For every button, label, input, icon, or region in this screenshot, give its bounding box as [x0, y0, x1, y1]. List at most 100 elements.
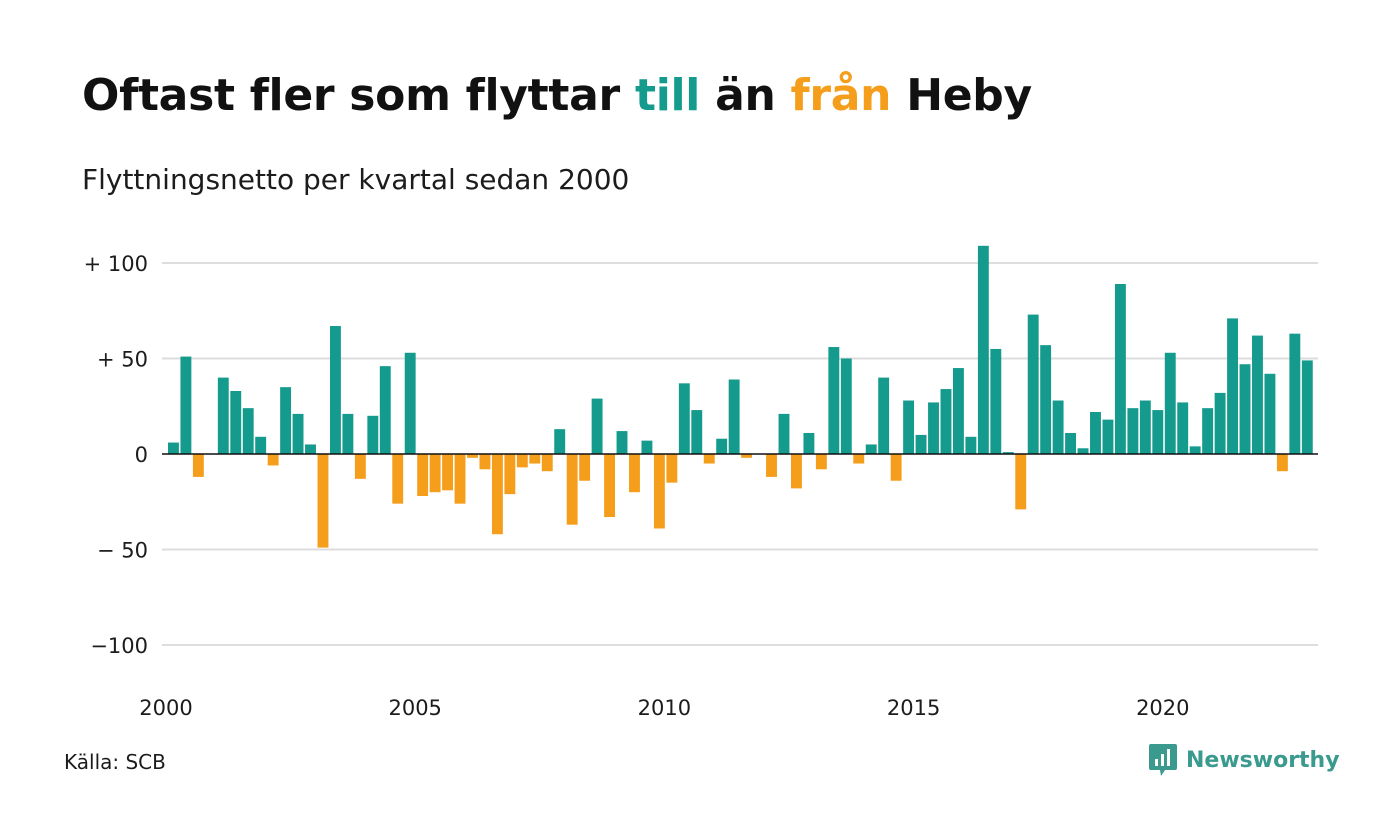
- bar: [1301, 360, 1313, 454]
- bar: [566, 454, 578, 525]
- bar: [691, 410, 703, 454]
- title-fran: från: [790, 70, 892, 121]
- y-tick-label: 0: [135, 443, 148, 467]
- bar: [778, 413, 790, 454]
- bar: [1114, 284, 1126, 454]
- bar: [305, 444, 316, 454]
- bar: [1252, 335, 1263, 454]
- bar: [417, 454, 429, 497]
- bar: [467, 454, 478, 458]
- axis-layer: + 100 + 50 0 − 50 −100 2000 2005 2010 2015 2020: [84, 252, 1318, 720]
- bar: [641, 440, 653, 454]
- bar: [267, 454, 279, 466]
- x-tick-label: 2000: [139, 696, 192, 720]
- title-part-2: än: [700, 70, 791, 121]
- source-label: Källa: SCB: [64, 750, 166, 774]
- bar: [703, 454, 715, 464]
- bar: [1065, 432, 1077, 454]
- bar: [404, 352, 416, 454]
- title-part-1: Oftast fler som flyttar: [82, 70, 635, 121]
- title-part-3: Heby: [891, 70, 1032, 121]
- bar: [965, 436, 977, 454]
- y-tick-label: − 50: [97, 539, 148, 563]
- bar: [168, 442, 179, 454]
- bar: [766, 454, 777, 477]
- bar: [940, 389, 952, 454]
- bar: [192, 454, 204, 477]
- bar: [728, 379, 740, 454]
- brand-name: Newsworthy: [1186, 747, 1340, 773]
- bar: [541, 454, 553, 472]
- bar: [653, 454, 665, 529]
- bar: [803, 432, 815, 454]
- bar: [367, 415, 379, 454]
- x-tick-label: 2005: [388, 696, 441, 720]
- bar: [1264, 373, 1276, 454]
- bar: [230, 390, 242, 454]
- bar: [878, 377, 890, 454]
- bar: [579, 454, 591, 481]
- bar: [217, 377, 229, 454]
- bars-layer: [168, 245, 1313, 548]
- bar: [815, 454, 827, 470]
- bar: [1164, 352, 1176, 454]
- bar: [392, 454, 404, 504]
- y-tick-label: + 100: [84, 252, 148, 276]
- bar: [1177, 402, 1189, 454]
- bar: [554, 429, 566, 454]
- bar: [853, 454, 865, 464]
- bar: [516, 454, 528, 468]
- bar: [1189, 446, 1201, 454]
- bar: [454, 454, 466, 504]
- newsworthy-logo-icon: [1149, 744, 1177, 776]
- bar: [442, 454, 454, 491]
- bar: [1139, 400, 1151, 454]
- title-till: till: [634, 70, 701, 121]
- bar: [1152, 410, 1164, 454]
- bar: [379, 366, 391, 454]
- bar: [1002, 452, 1014, 454]
- bar: [1052, 400, 1064, 454]
- x-tick-label: 2015: [887, 696, 940, 720]
- bar: [678, 383, 690, 454]
- bar: [1289, 333, 1301, 454]
- bar: [342, 413, 354, 454]
- bar: [491, 454, 503, 535]
- bar: [479, 454, 491, 470]
- y-tick-label: + 50: [97, 348, 148, 372]
- bar: [317, 454, 329, 548]
- bar: [1202, 408, 1214, 454]
- brand[interactable]: Newsworthy: [1148, 742, 1340, 778]
- bar: [429, 454, 441, 493]
- x-tick-label: 2010: [638, 696, 691, 720]
- chart-title: Oftast fler som flyttar till än från Heb…: [82, 70, 1032, 121]
- bar: [1239, 364, 1251, 454]
- bar: [1227, 318, 1238, 454]
- bar: [928, 402, 939, 454]
- bar: [1214, 392, 1226, 454]
- bar: [666, 454, 678, 483]
- y-tick-label: −100: [90, 634, 148, 658]
- bar: [1077, 448, 1089, 454]
- grid-layer: [162, 262, 1318, 646]
- bar: [255, 436, 267, 454]
- bar: [828, 347, 840, 454]
- bar: [1027, 314, 1039, 454]
- x-tick-label: 2020: [1136, 696, 1189, 720]
- bar: [1127, 408, 1139, 454]
- bar: [890, 454, 902, 481]
- bar: [1276, 454, 1288, 472]
- bar: [840, 358, 852, 454]
- bar: [1015, 454, 1027, 510]
- bar: [616, 431, 628, 454]
- bar: [329, 326, 341, 454]
- bar: [180, 356, 192, 454]
- bar: [865, 444, 877, 454]
- bar: [242, 408, 254, 454]
- bar: [952, 368, 964, 454]
- bar: [280, 387, 292, 454]
- bar: [977, 245, 989, 454]
- bar-chart: + 100 + 50 0 − 50 −100 2000 2005 2010 2015 2020: [84, 245, 1318, 720]
- bar: [1090, 411, 1101, 454]
- bar: [990, 348, 1002, 454]
